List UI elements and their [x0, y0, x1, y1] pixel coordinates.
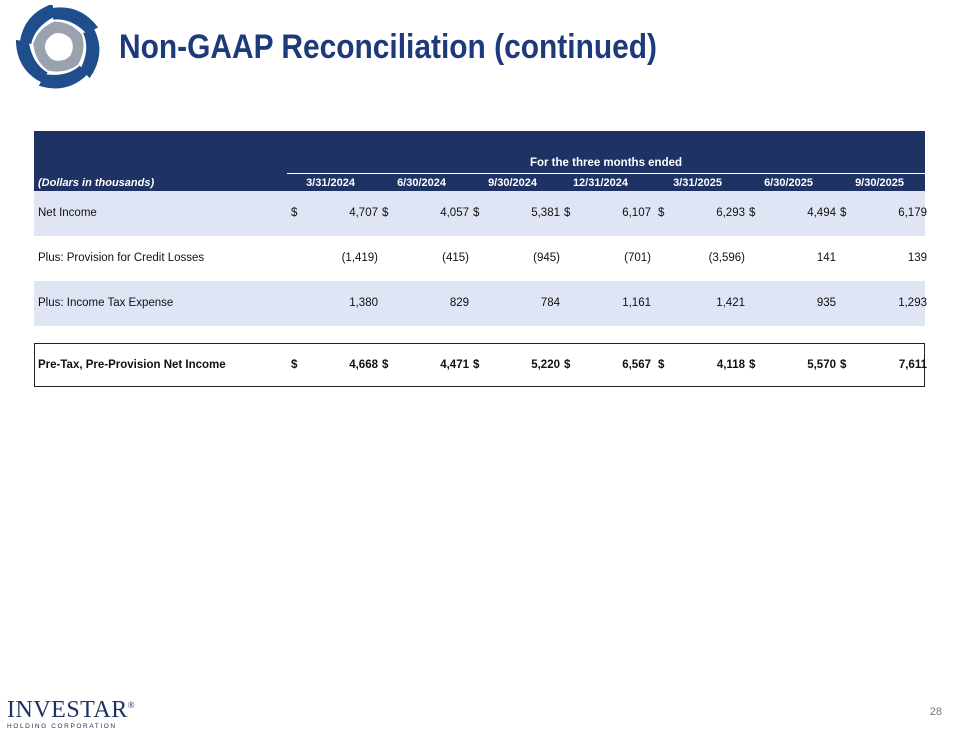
page-title: Non-GAAP Reconciliation (continued): [119, 28, 658, 66]
table-cell: 784: [540, 297, 560, 309]
column-header: 6/30/2025: [764, 177, 813, 189]
currency-symbol: $: [840, 207, 847, 219]
table-cell: (415): [442, 252, 469, 264]
period-span-header: For the three months ended: [529, 157, 683, 169]
table-cell: 6,107: [622, 207, 651, 219]
table-cell: 4,471: [440, 359, 469, 371]
table-cell: (945): [533, 252, 560, 264]
currency-symbol: $: [382, 359, 389, 371]
table-cell: 1,380: [349, 297, 378, 309]
brand-registered-mark: ®: [127, 700, 136, 710]
table-cell: 4,668: [349, 359, 378, 371]
currency-symbol: $: [749, 207, 756, 219]
currency-symbol: $: [291, 359, 298, 371]
brand-subtitle: HOLDING CORPORATION: [7, 723, 117, 730]
table-row-provision: Plus: Provision for Credit Losses (1,419…: [34, 236, 927, 281]
column-header: 3/31/2024: [306, 177, 355, 189]
unit-label: (Dollars in thousands): [38, 177, 155, 189]
currency-symbol: $: [749, 359, 756, 371]
column-header: 12/31/2024: [572, 177, 628, 189]
table-cell: 829: [449, 297, 469, 309]
pinwheel-logo-icon: [10, 5, 108, 89]
table-cell: 935: [816, 297, 836, 309]
column-header: 6/30/2024: [397, 177, 446, 189]
table-cell: 141: [816, 252, 836, 264]
row-label: Pre-Tax, Pre-Provision Net Income: [38, 359, 226, 371]
table-cell: 4,118: [716, 359, 745, 371]
table-cell: 6,179: [898, 207, 927, 219]
table-cell: 1,293: [898, 297, 927, 309]
table-row-income-tax: Plus: Income Tax Expense 1,380 829 784 1…: [34, 281, 927, 326]
table-cell: 6,293: [716, 207, 745, 219]
table-cell: 5,570: [807, 359, 836, 371]
row-label: Net Income: [38, 207, 97, 219]
table-cell: 5,381: [531, 207, 560, 219]
currency-symbol: $: [564, 207, 571, 219]
column-header: 9/30/2024: [488, 177, 537, 189]
table-cell: (1,419): [341, 252, 378, 264]
currency-symbol: $: [658, 359, 665, 371]
footer-logo: INVESTAR® HOLDING CORPORATION: [7, 693, 137, 730]
column-header: 9/30/2025: [855, 177, 904, 189]
table-cell: (701): [624, 252, 651, 264]
currency-symbol: $: [840, 359, 847, 371]
table-row-total: Pre-Tax, Pre-Provision Net Income $4,668…: [34, 343, 927, 387]
table-cell: 5,220: [531, 359, 560, 371]
table-cell: 1,421: [716, 297, 745, 309]
table-cell: 1,161: [622, 297, 651, 309]
table-row-net-income: Net Income $4,707 $4,057 $5,381 $6,107 $…: [34, 191, 927, 236]
currency-symbol: $: [291, 207, 298, 219]
currency-symbol: $: [473, 359, 480, 371]
table-cell: 4,057: [440, 207, 469, 219]
currency-symbol: $: [658, 207, 665, 219]
currency-symbol: $: [382, 207, 389, 219]
currency-symbol: $: [473, 207, 480, 219]
row-label: Plus: Income Tax Expense: [38, 297, 174, 309]
table-cell: (3,596): [708, 252, 745, 264]
currency-symbol: $: [564, 359, 571, 371]
table-cell: 7,611: [898, 359, 927, 371]
table-cell: 4,494: [807, 207, 836, 219]
row-label: Plus: Provision for Credit Losses: [38, 252, 205, 264]
table-cell: 4,707: [349, 207, 378, 219]
table-cell: 139: [907, 252, 927, 264]
column-header: 3/31/2025: [673, 177, 722, 189]
brand-name: INVESTAR: [7, 697, 128, 723]
header-divider: [287, 173, 925, 174]
page-number: 28: [929, 706, 942, 718]
table-cell: 6,567: [622, 359, 651, 371]
table-header: For the three months ended (Dollars in t…: [34, 131, 925, 191]
reconciliation-table: For the three months ended (Dollars in t…: [34, 131, 927, 387]
